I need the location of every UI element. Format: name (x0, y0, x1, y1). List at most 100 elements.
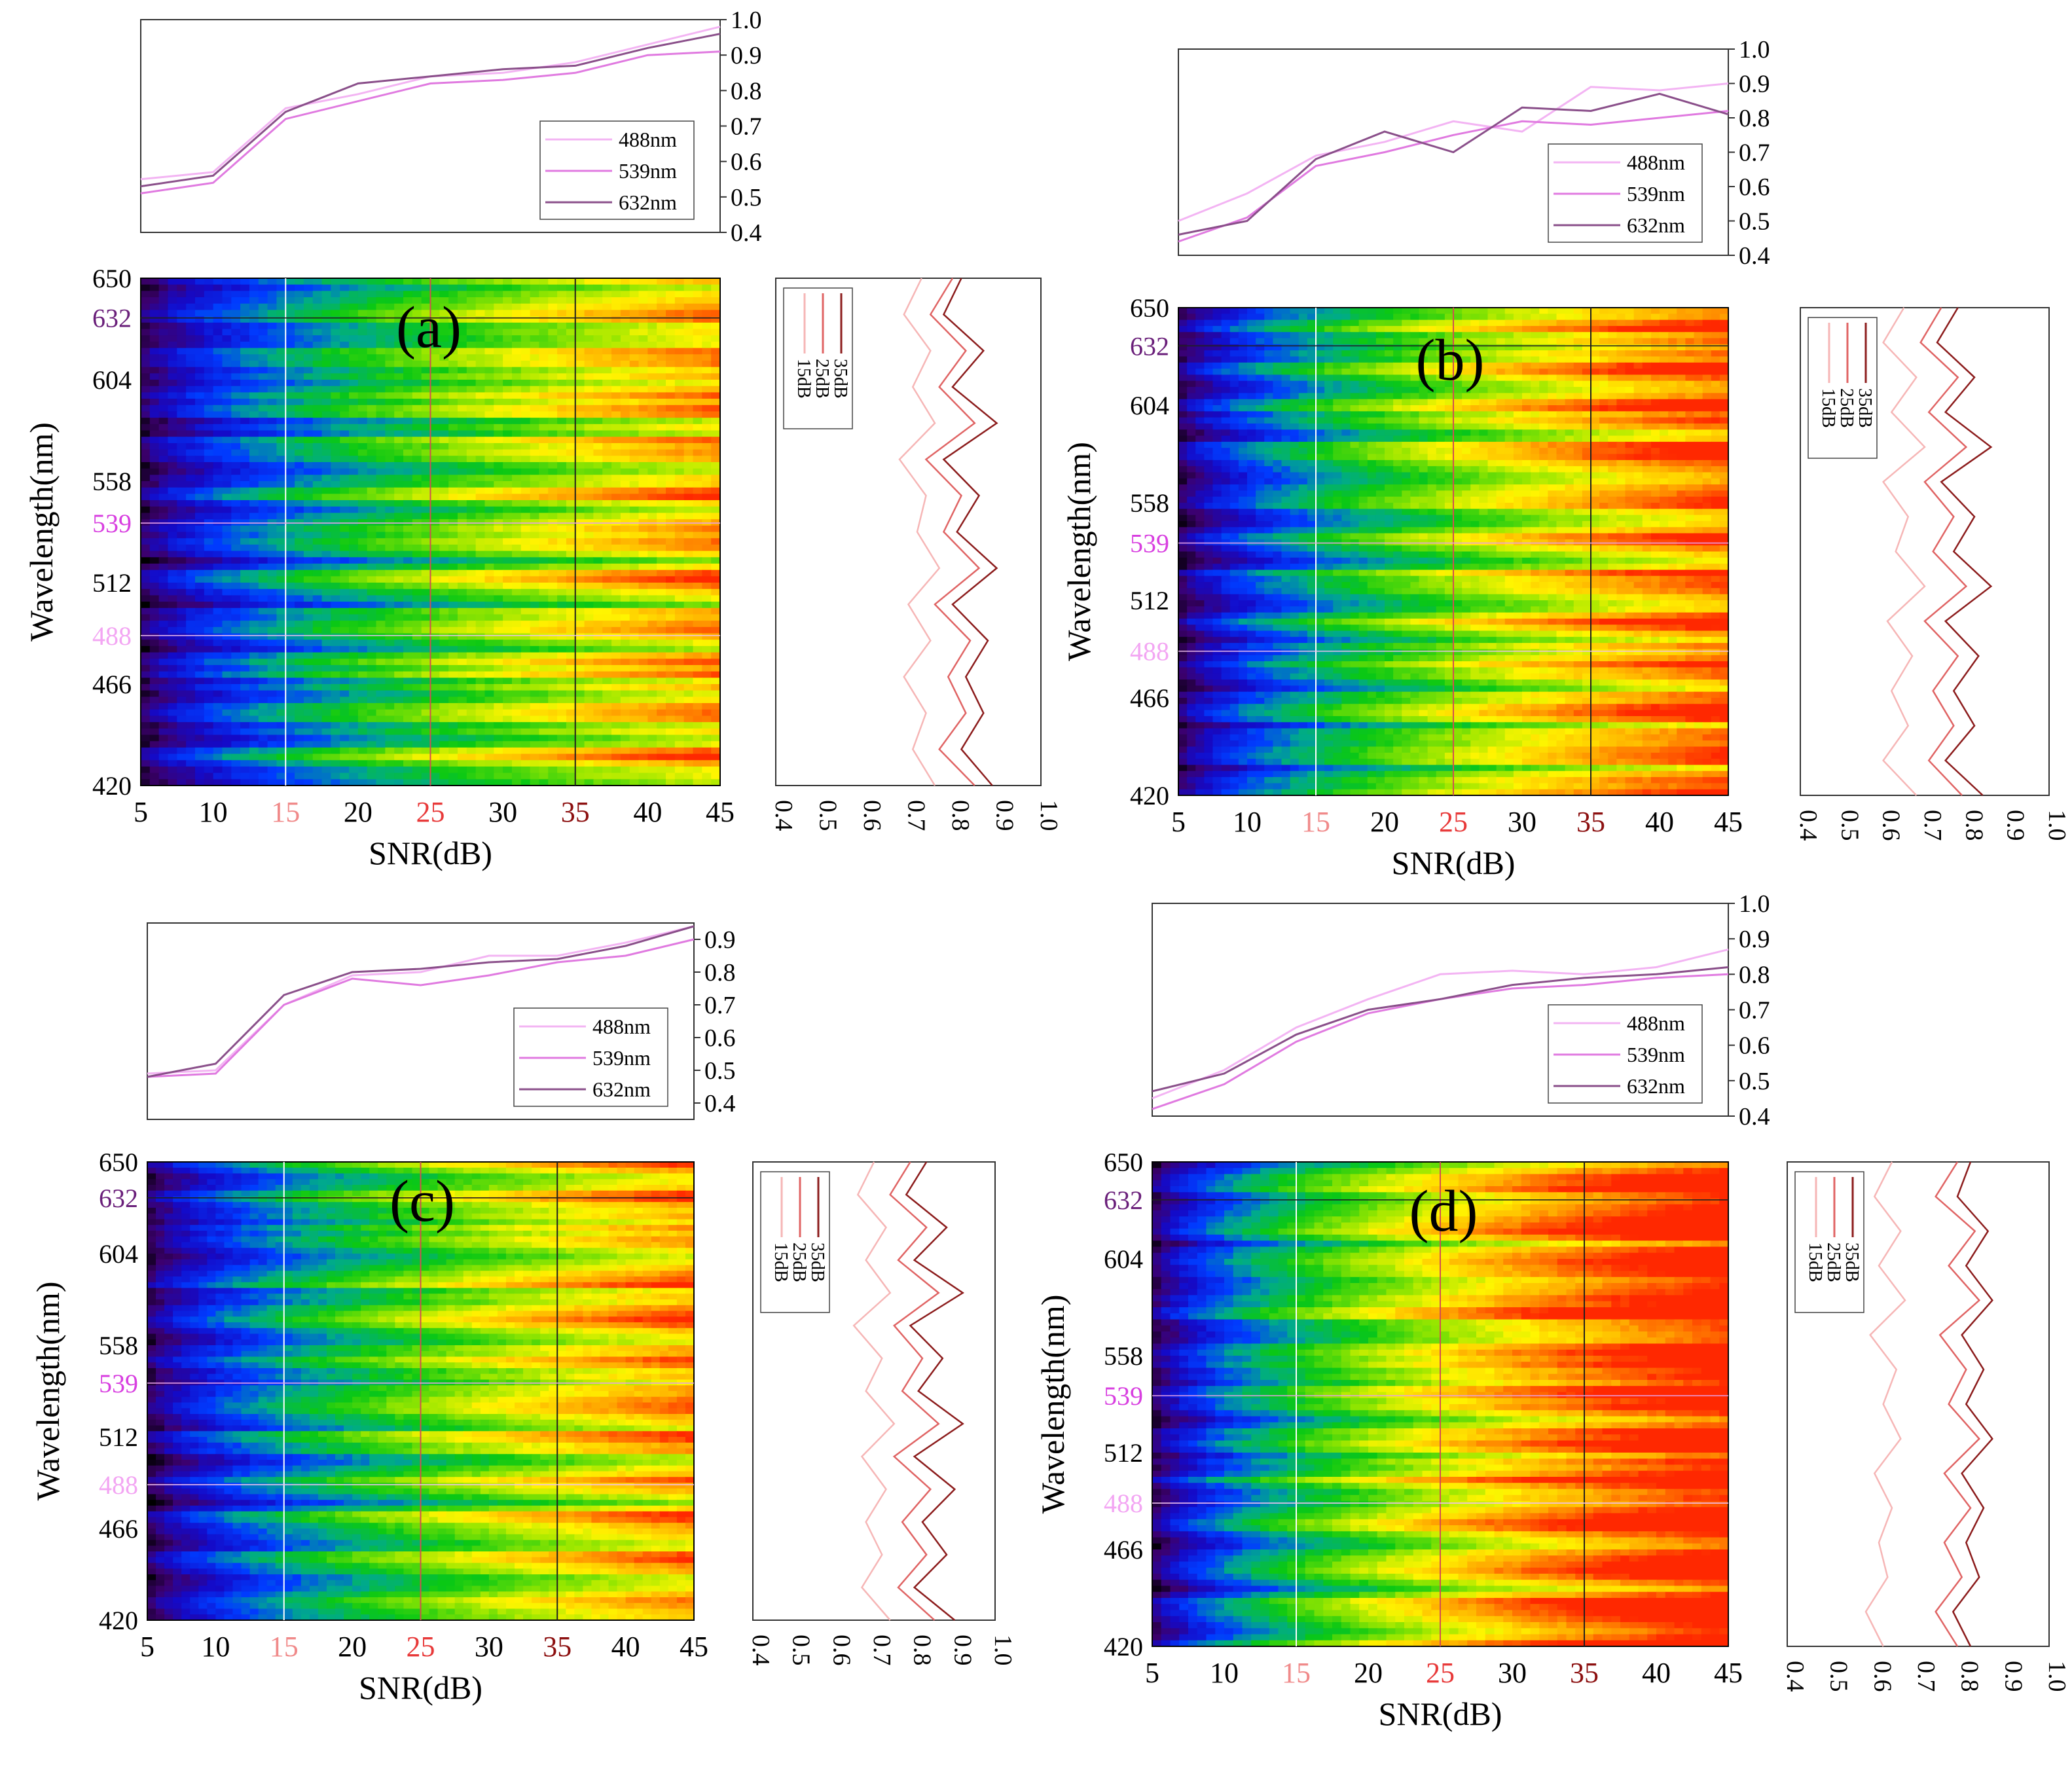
heat-cell (557, 431, 567, 437)
heat-cell (159, 399, 169, 405)
heat-cell (367, 437, 377, 443)
heat-cell (268, 405, 278, 412)
heat-cell (159, 323, 169, 329)
heat-cell (412, 399, 422, 405)
heat-cell (195, 399, 205, 405)
heat-cell (693, 380, 703, 386)
heat-cell (394, 278, 404, 285)
heat-cell (177, 342, 187, 348)
heat-cell (530, 342, 540, 348)
heat-cell (313, 392, 323, 399)
heat-cell (358, 399, 368, 405)
heat-cell (530, 437, 540, 443)
heat-cell (467, 361, 477, 367)
heat-cell (575, 310, 585, 316)
heat-cell (448, 450, 458, 456)
heat-cell (494, 418, 503, 424)
heat-cell (585, 342, 594, 348)
heat-cell (431, 405, 441, 412)
heat-cell (249, 354, 259, 361)
heat-cell (367, 418, 377, 424)
heat-cell (204, 310, 214, 316)
heat-cell (684, 450, 694, 456)
heat-cell (150, 456, 160, 462)
heat-cell (268, 348, 278, 355)
heat-cell (684, 297, 694, 304)
heat-cell (304, 354, 314, 361)
heat-cell (530, 348, 540, 355)
heat-cell (403, 361, 413, 367)
heat-cell (467, 418, 477, 424)
heat-cell (503, 323, 513, 329)
heat-cell (630, 354, 640, 361)
heat-cell (458, 380, 467, 386)
heat-cell (503, 278, 513, 285)
heat-cell (150, 399, 160, 405)
heat-cell (657, 418, 666, 424)
heat-cell (512, 291, 522, 297)
heat-cell (484, 418, 494, 424)
heat-cell (593, 291, 603, 297)
heat-cell (630, 335, 640, 342)
heat-cell (530, 424, 540, 431)
heat-cell (512, 348, 522, 355)
heat-cell (349, 405, 359, 412)
heat-cell (621, 431, 630, 437)
heat-cell (539, 361, 549, 367)
heat-cell (159, 329, 169, 336)
heat-cell (639, 354, 649, 361)
heat-cell (593, 418, 603, 424)
heat-cell (539, 310, 549, 316)
heat-cell (422, 380, 431, 386)
heat-cell (693, 316, 703, 323)
heat-cell (313, 354, 323, 361)
heat-cell (231, 329, 241, 336)
heat-cell (585, 386, 594, 393)
heat-cell (711, 367, 721, 374)
heat-cell (385, 411, 395, 418)
heat-cell (376, 418, 386, 424)
heat-cell (268, 354, 278, 361)
heat-cell (295, 424, 304, 431)
heat-cell (304, 348, 314, 355)
heat-cell (340, 316, 350, 323)
heat-cell (186, 361, 196, 367)
heat-cell (521, 405, 531, 412)
heat-cell (484, 329, 494, 336)
heat-cell (630, 361, 640, 367)
heat-cell (177, 431, 187, 437)
heat-cell (394, 399, 404, 405)
heat-cell (367, 450, 377, 456)
heat-cell (231, 443, 241, 450)
heat-cell (285, 405, 295, 412)
heat-cell (684, 354, 694, 361)
heat-cell (268, 431, 278, 437)
heat-cell (159, 380, 169, 386)
heat-cell (349, 329, 359, 336)
heat-cell (647, 399, 657, 405)
heat-cell (476, 443, 486, 450)
heat-cell (276, 329, 286, 336)
heat-cell (431, 373, 441, 380)
heat-cell (630, 348, 640, 355)
heat-cell (639, 411, 649, 418)
heat-cell (204, 291, 214, 297)
heat-cell (240, 386, 250, 393)
heat-cell (621, 361, 630, 367)
heat-cell (177, 399, 187, 405)
heat-cell (141, 329, 151, 336)
heat-cell (503, 291, 513, 297)
heat-cell (285, 386, 295, 393)
heat-cell (675, 291, 685, 297)
heat-cell (358, 380, 368, 386)
heat-cell (268, 367, 278, 374)
heat-cell (213, 348, 223, 355)
heat-cell (647, 285, 657, 291)
heat-cell (159, 431, 169, 437)
heat-cell (349, 431, 359, 437)
heat-cell (285, 278, 295, 285)
heat-cell (575, 386, 585, 393)
heat-cell (412, 405, 422, 412)
heat-cell (611, 278, 621, 285)
heat-cell (268, 291, 278, 297)
